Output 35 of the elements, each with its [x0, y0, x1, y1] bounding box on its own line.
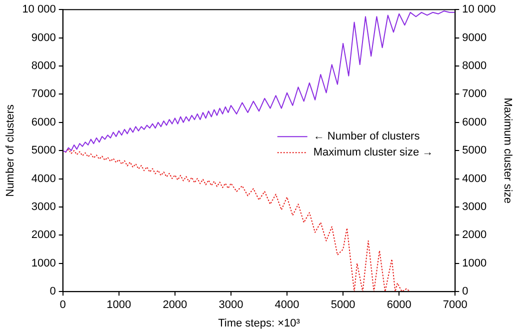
y-axis-title: Number of clusters — [4, 104, 17, 197]
y2-tick-label: 8000 — [462, 60, 487, 72]
x-tick-label: 7000 — [442, 299, 468, 312]
y-tick-label: 0 — [50, 286, 56, 298]
y-tick-label: 8000 — [31, 60, 56, 72]
y2-tick-label: 3000 — [462, 201, 487, 214]
x-tick-label: 3000 — [218, 299, 244, 312]
y2-tick-label: 1000 — [462, 257, 487, 270]
x-tick-label: 5000 — [330, 299, 356, 312]
y-tick-label: 6000 — [31, 116, 56, 128]
y-tick-label: 4000 — [31, 172, 56, 185]
y2-tick-label: 6000 — [462, 116, 487, 128]
x-tick-label: 4000 — [274, 299, 300, 312]
y-tick-label: 5000 — [31, 144, 56, 157]
y2-axis-title: Maximum cluster size — [501, 98, 514, 204]
x-axis-title: Time steps: ×10³ — [218, 317, 300, 330]
legend-label: ← Number of clusters — [313, 130, 420, 143]
y2-tick-label: 2000 — [462, 229, 487, 242]
y-tick-label: 3000 — [31, 201, 56, 214]
y-tick-label: 9000 — [31, 32, 56, 44]
y-tick-label: 1000 — [31, 257, 56, 270]
y2-tick-label: 5000 — [462, 144, 487, 157]
y2-tick-label: 0 — [462, 286, 468, 298]
legend-label: Maximum cluster size → — [313, 146, 434, 159]
y-tick-label: 10 000 — [22, 4, 56, 16]
y2-tick-label: 9000 — [462, 32, 487, 44]
y2-tick-label: 4000 — [462, 172, 487, 185]
y2-tick-label: 10 000 — [462, 4, 496, 16]
x-tick-label: 1000 — [106, 299, 132, 312]
x-tick-label: 2000 — [162, 299, 188, 312]
x-tick-label: 0 — [60, 299, 66, 312]
x-tick-label: 6000 — [386, 299, 412, 312]
y-tick-label: 2000 — [31, 229, 56, 242]
y-tick-label: 7000 — [31, 88, 56, 100]
y2-tick-label: 7000 — [462, 88, 487, 100]
